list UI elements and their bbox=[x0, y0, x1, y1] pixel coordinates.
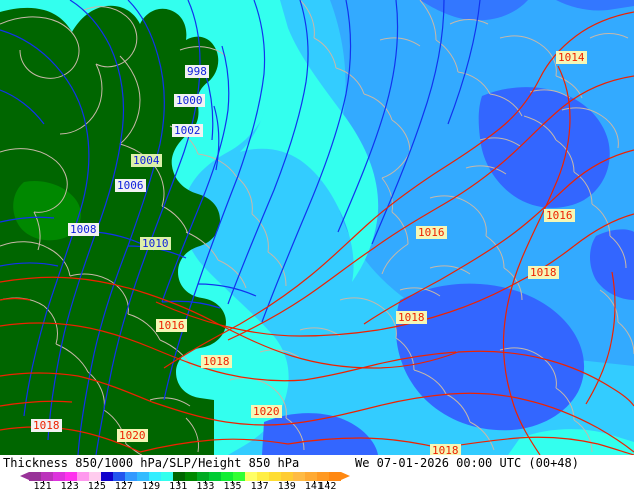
colorbar-tick bbox=[327, 481, 329, 484]
colorbar-tick-label: 141 bbox=[304, 481, 323, 490]
colorbar-tick-label: 142 bbox=[318, 481, 337, 490]
contour-label-slp-998: 998 bbox=[185, 65, 209, 78]
contour-label-h850-1016-a: 1016 bbox=[416, 226, 447, 239]
colorbar-swatch bbox=[125, 472, 137, 481]
colorbar-swatch bbox=[89, 472, 101, 481]
contour-label-slp-1008: 1008 bbox=[68, 223, 99, 236]
colorbar-swatch bbox=[65, 472, 77, 481]
fill-band-128-se bbox=[396, 283, 585, 431]
colorbar-tick bbox=[42, 481, 44, 484]
colorbar-swatch bbox=[101, 472, 113, 481]
map-svg bbox=[0, 0, 634, 455]
footer-panel: Thickness 850/1000 hPa/SLP/Height 850 hP… bbox=[0, 455, 634, 490]
contour-label-h850-1018-d: 1018 bbox=[31, 419, 62, 432]
fill-band-128-far-e bbox=[590, 229, 634, 300]
colorbar-arrow-left bbox=[20, 472, 29, 480]
colorbar-swatches bbox=[29, 472, 341, 481]
colorbar-swatch bbox=[329, 472, 341, 481]
slp-contour-layer bbox=[0, 0, 481, 455]
colorbar-tick bbox=[151, 481, 153, 484]
colorbar-swatch bbox=[185, 472, 197, 481]
fill-band-131-tongue bbox=[240, 0, 379, 282]
colorbar-legend: 121 123 125 127 129 131 133 135 137 139 141 142 bbox=[20, 472, 360, 490]
colorbar-tick bbox=[232, 481, 234, 484]
colorbar-tick-label: 131 bbox=[169, 481, 188, 490]
colorbar-swatch bbox=[305, 472, 317, 481]
colorbar-tick-label: 139 bbox=[277, 481, 296, 490]
colorbar-swatch bbox=[173, 472, 185, 481]
colorbar-swatch bbox=[209, 472, 221, 481]
colorbar-swatch bbox=[137, 472, 149, 481]
colorbar-swatch bbox=[293, 472, 305, 481]
colorbar-tick bbox=[259, 481, 261, 484]
colorbar-swatch bbox=[161, 472, 173, 481]
contour-label-slp-1004: 1004 bbox=[131, 154, 162, 167]
colorbar-swatch bbox=[317, 472, 329, 481]
colorbar-swatch bbox=[113, 472, 125, 481]
colorbar-tick-label: 135 bbox=[223, 481, 242, 490]
contour-label-slp-1006: 1006 bbox=[115, 179, 146, 192]
colorbar-tick bbox=[123, 481, 125, 484]
weather-map-canvas[interactable]: 998 1000 1002 1004 1006 1008 1010 1014 1… bbox=[0, 0, 634, 455]
colorbar-swatch bbox=[197, 472, 209, 481]
contour-label-h850-1020-b: 1020 bbox=[117, 429, 148, 442]
contour-label-slp-1002: 1002 bbox=[172, 124, 203, 137]
colorbar-tick-label: 137 bbox=[250, 481, 269, 490]
colorbar-tick bbox=[69, 481, 71, 484]
colorbar-arrow-right bbox=[341, 472, 350, 480]
contour-label-slp-1010: 1010 bbox=[140, 237, 171, 250]
colorbar-swatch bbox=[77, 472, 89, 481]
colorbar-swatch bbox=[149, 472, 161, 481]
colorbar-tick-label: 123 bbox=[60, 481, 79, 490]
colorbar-swatch bbox=[257, 472, 269, 481]
forecast-timestamp: We 07-01-2026 00:00 UTC (00+48) bbox=[355, 456, 579, 470]
contour-label-h850-1016-c: 1016 bbox=[156, 319, 187, 332]
colorbar-swatch bbox=[233, 472, 245, 481]
colorbar-swatch bbox=[41, 472, 53, 481]
colorbar-tick bbox=[96, 481, 98, 484]
contour-label-h850-1018-c: 1018 bbox=[201, 355, 232, 368]
contour-label-h850-1018-e: 1018 bbox=[430, 444, 461, 455]
contour-label-h850-1016-b: 1016 bbox=[544, 209, 575, 222]
colorbar-tick-label: 129 bbox=[142, 481, 161, 490]
contour-label-h850-1014-a: 1014 bbox=[556, 51, 587, 64]
colorbar-swatch bbox=[53, 472, 65, 481]
contour-label-h850-1018-b: 1018 bbox=[528, 266, 559, 279]
contour-label-h850-1018-a: 1018 bbox=[396, 311, 427, 324]
colorbar-tick bbox=[313, 481, 315, 484]
colorbar-swatch bbox=[281, 472, 293, 481]
fill-band-128-e1 bbox=[556, 0, 634, 11]
colorbar-swatch bbox=[29, 472, 41, 481]
colorbar-swatch bbox=[221, 472, 233, 481]
colorbar-tick bbox=[178, 481, 180, 484]
colorbar-tick-label: 121 bbox=[33, 481, 52, 490]
fill-band-131-patch-se bbox=[508, 429, 634, 455]
colorbar-swatch bbox=[269, 472, 281, 481]
colorbar-tick-label: 133 bbox=[196, 481, 215, 490]
contour-label-h850-1020-a: 1020 bbox=[251, 405, 282, 418]
fill-band-128-ne bbox=[420, 0, 528, 21]
colorbar-swatch bbox=[245, 472, 257, 481]
contour-label-slp-1000: 1000 bbox=[174, 94, 205, 107]
colorbar-tick-label: 125 bbox=[87, 481, 106, 490]
chart-title: Thickness 850/1000 hPa/SLP/Height 850 hP… bbox=[3, 456, 300, 470]
colorbar-tick-label: 127 bbox=[114, 481, 133, 490]
colorbar-tick bbox=[205, 481, 207, 484]
colorbar-tick bbox=[286, 481, 288, 484]
